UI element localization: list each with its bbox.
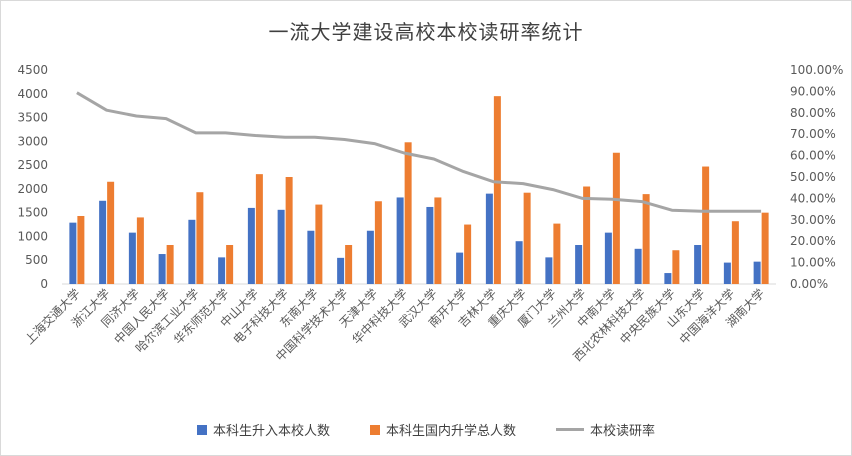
rate-line bbox=[76, 91, 762, 213]
y-right-tick-label: 0.00% bbox=[790, 277, 828, 291]
y-left-tick-label: 4000 bbox=[17, 87, 48, 101]
bar-total-grad bbox=[404, 142, 412, 284]
y-left-tick-label: 4500 bbox=[17, 63, 48, 77]
bar-local-grad bbox=[456, 252, 464, 284]
bar-total-grad bbox=[583, 186, 591, 284]
bar-local-grad bbox=[188, 219, 196, 284]
legend-label: 本科生国内升学总人数 bbox=[385, 424, 516, 439]
y-left-tick-label: 1000 bbox=[17, 229, 48, 243]
y-right-tick-label: 10.00% bbox=[790, 256, 836, 270]
y-right-tick-label: 90.00% bbox=[790, 84, 836, 98]
bar-local-grad bbox=[247, 207, 255, 284]
bar-total-grad bbox=[434, 197, 442, 284]
bar-total-grad bbox=[553, 223, 561, 284]
bar-local-grad bbox=[604, 232, 612, 284]
combo-chart: 0 500 1000 1500 2000 2500 3000 3500 4000 4500 0.00… bbox=[17, 63, 843, 364]
bar-total-grad bbox=[493, 96, 501, 285]
chart-title: 一流大学建设高校本校读研率统计 bbox=[268, 20, 584, 44]
legend-swatch-blue bbox=[196, 424, 207, 435]
bar-total-grad bbox=[226, 245, 234, 284]
legend-swatch-gray-line bbox=[556, 428, 584, 431]
bar-local-grad bbox=[99, 200, 107, 284]
y-right-tick-label: 20.00% bbox=[790, 234, 836, 248]
bar-local-grad bbox=[396, 197, 404, 284]
bar-total-grad bbox=[702, 166, 710, 284]
bar-total-grad bbox=[374, 201, 382, 284]
y-right-tick-label: 40.00% bbox=[790, 191, 836, 205]
legend-item-total-grad: 本科生国内升学总人数 bbox=[369, 420, 516, 439]
bar-total-grad bbox=[77, 215, 85, 284]
bar-local-grad bbox=[485, 193, 493, 284]
bar-total-grad bbox=[196, 192, 204, 284]
bar-total-grad bbox=[166, 245, 174, 284]
legend-item-rate: 本校读研率 bbox=[556, 420, 655, 439]
bar-local-grad bbox=[277, 209, 285, 284]
bar-total-grad bbox=[345, 245, 353, 284]
y-right-tick-label: 60.00% bbox=[790, 149, 836, 163]
y-left-tick-label: 0 bbox=[40, 277, 48, 291]
legend-label: 本校读研率 bbox=[590, 424, 656, 439]
bar-local-grad bbox=[366, 230, 374, 284]
bar-local-grad bbox=[575, 245, 583, 284]
bar-local-grad bbox=[218, 257, 226, 284]
y-right-tick-label: 30.00% bbox=[790, 213, 836, 227]
bar-total-grad bbox=[731, 221, 739, 284]
bar-local-grad bbox=[426, 206, 434, 284]
bar-local-grad bbox=[128, 232, 136, 284]
legend: 本科生升入本校人数 本科生国内升学总人数 本校读研率 bbox=[0, 420, 852, 439]
legend-item-local-grad: 本科生升入本校人数 bbox=[196, 420, 330, 439]
bar-local-grad bbox=[753, 261, 761, 284]
bar-total-grad bbox=[315, 204, 323, 284]
bar-total-grad bbox=[672, 250, 680, 284]
y-right-tick-label: 70.00% bbox=[790, 127, 836, 141]
bar-local-grad bbox=[634, 248, 642, 284]
bar-total-grad bbox=[136, 217, 144, 284]
bar-local-grad bbox=[307, 230, 315, 284]
legend-swatch-orange bbox=[369, 424, 380, 435]
y-left-tick-label: 1500 bbox=[17, 206, 48, 220]
bar-total-grad bbox=[612, 152, 620, 284]
bar-total-grad bbox=[464, 224, 472, 284]
y-left-tick-label: 3500 bbox=[17, 111, 48, 125]
y-left-tick-label: 3000 bbox=[17, 134, 48, 148]
bar-total-grad bbox=[107, 181, 115, 284]
bar-local-grad bbox=[515, 241, 523, 284]
y-right-tick-label: 80.00% bbox=[790, 106, 836, 120]
bar-local-grad bbox=[694, 245, 702, 284]
bar-local-grad bbox=[723, 262, 731, 284]
y-right-tick-label: 100.00% bbox=[790, 63, 843, 77]
bar-total-grad bbox=[285, 177, 293, 284]
y-left-tick-label: 2000 bbox=[17, 182, 48, 196]
legend-label: 本科生升入本校人数 bbox=[212, 424, 330, 439]
bar-total-grad bbox=[761, 212, 769, 284]
bar-local-grad bbox=[664, 273, 672, 284]
bar-total-grad bbox=[255, 174, 263, 284]
bar-total-grad bbox=[642, 194, 650, 284]
y-left-tick-label: 500 bbox=[25, 253, 48, 267]
bar-local-grad bbox=[158, 254, 166, 284]
bar-local-grad bbox=[337, 257, 345, 284]
bar-total-grad bbox=[523, 192, 531, 284]
y-right-tick-label: 50.00% bbox=[790, 170, 836, 184]
bar-local-grad bbox=[69, 222, 77, 284]
y-left-tick-label: 2500 bbox=[17, 158, 48, 172]
bar-local-grad bbox=[545, 257, 553, 284]
